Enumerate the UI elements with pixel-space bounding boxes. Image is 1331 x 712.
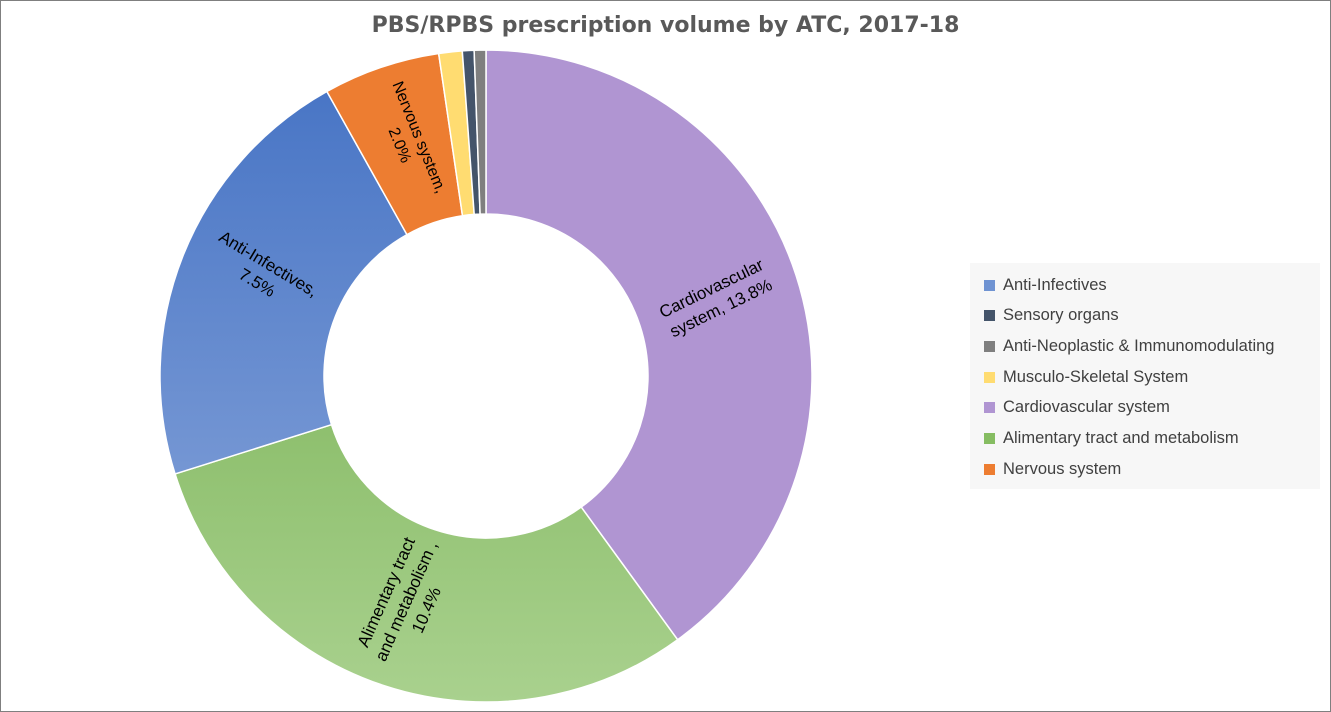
slice-anti-neoplastic — [473, 49, 487, 215]
legend-label: Sensory organs — [1003, 306, 1119, 325]
slice-cardiovascular — [485, 49, 813, 641]
legend-label: Musculo-Skeletal System — [1003, 367, 1189, 386]
legend-label: Anti-Neoplastic & Immunomodulating — [1003, 336, 1275, 355]
chart-title: PBS/RPBS prescription volume by ATC, 201… — [371, 13, 960, 38]
legend-item: Sensory organs — [984, 306, 1119, 326]
legend-label: Cardiovascular system — [1003, 398, 1170, 417]
legend-swatch — [984, 310, 995, 322]
legend-label: Nervous system — [1003, 459, 1122, 478]
legend-item: Nervous system — [984, 459, 1121, 479]
slice-alimentary — [174, 423, 679, 703]
legend-item: Cardiovascular system — [984, 398, 1170, 418]
legend-swatch — [984, 433, 995, 444]
legend-item: Alimentary tract and metabolism — [984, 429, 1239, 449]
legend-item: Musculo-Skeletal System — [984, 367, 1188, 387]
legend-item: Anti-Infectives — [984, 275, 1107, 295]
legend-label: Anti-Infectives — [1003, 275, 1107, 294]
legend-swatch — [984, 402, 995, 414]
legend-swatch — [984, 371, 995, 383]
legend-label: Alimentary tract and metabolism — [1003, 429, 1239, 447]
legend-item: Anti-Neoplastic & Immunomodulating — [984, 336, 1274, 356]
legend: Anti-Infectives Sensory organs Anti-Neopla… — [970, 263, 1320, 489]
slice-anti-infectives — [159, 90, 408, 475]
legend-swatch — [984, 463, 995, 475]
legend-swatch — [984, 340, 995, 352]
legend-swatch — [984, 279, 995, 291]
